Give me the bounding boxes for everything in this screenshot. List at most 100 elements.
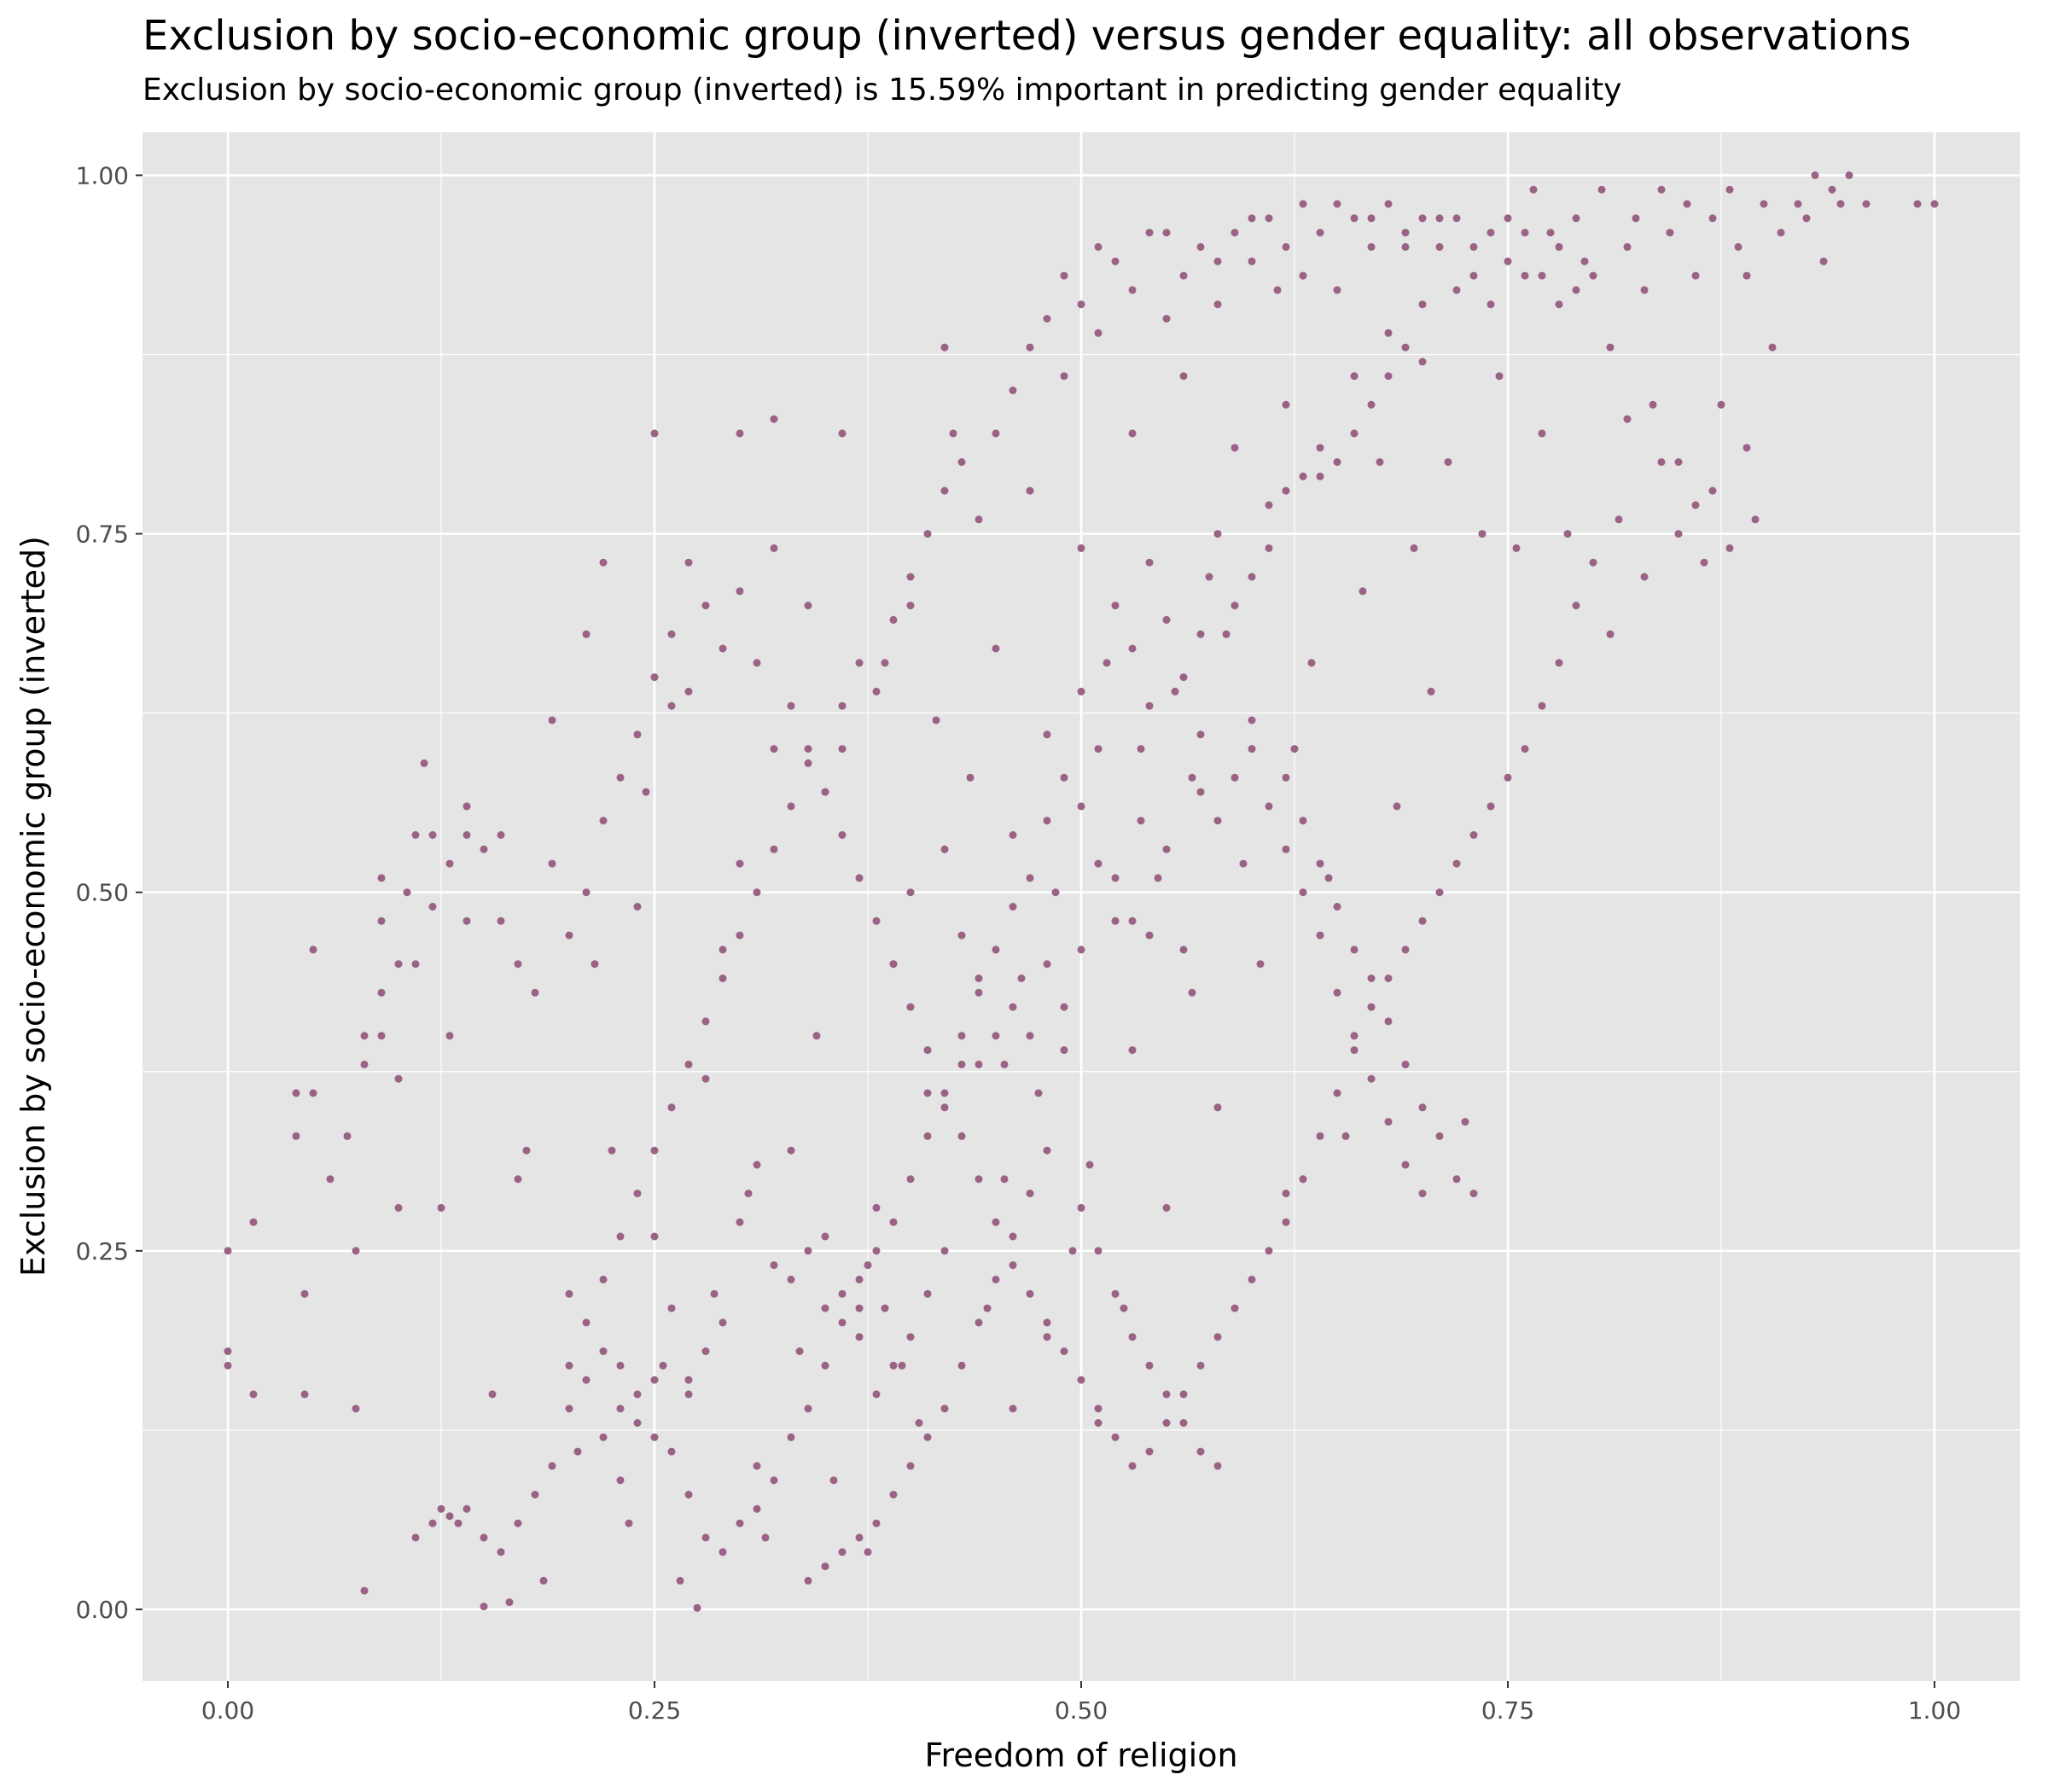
data-point	[360, 1586, 369, 1595]
data-point	[1145, 558, 1154, 567]
data-point	[1145, 1447, 1154, 1456]
data-point	[1111, 874, 1120, 882]
data-point	[1043, 1318, 1051, 1327]
data-point	[1350, 372, 1359, 381]
data-point	[1811, 171, 1819, 179]
data-point	[719, 1548, 727, 1556]
data-point	[1478, 530, 1487, 538]
data-point	[872, 916, 881, 925]
data-point	[1145, 229, 1154, 237]
data-point	[736, 931, 744, 940]
data-point	[957, 1032, 966, 1040]
data-point	[787, 1275, 795, 1283]
data-point	[940, 845, 949, 853]
data-point	[1009, 1405, 1017, 1413]
data-point	[992, 644, 1000, 653]
data-point	[1128, 429, 1137, 438]
data-point	[1350, 214, 1359, 223]
data-point	[1615, 515, 1623, 524]
data-point	[1094, 242, 1103, 251]
data-point	[463, 831, 471, 839]
data-point	[1145, 1361, 1154, 1370]
data-point	[1589, 558, 1597, 567]
data-point	[957, 931, 966, 940]
data-point	[1316, 859, 1324, 868]
data-point	[864, 1548, 872, 1556]
data-point	[1111, 1289, 1120, 1298]
data-point	[1418, 214, 1427, 223]
data-point	[676, 1576, 684, 1585]
data-point	[804, 759, 812, 767]
data-point	[420, 759, 428, 767]
data-point	[1128, 916, 1137, 925]
data-point	[1128, 286, 1137, 294]
data-point	[616, 1361, 625, 1370]
data-point	[1768, 343, 1777, 352]
data-point	[1299, 200, 1307, 208]
data-point	[497, 831, 505, 839]
data-point	[309, 1089, 317, 1097]
y-tick-label: 0.50	[76, 879, 129, 907]
data-point	[1128, 1462, 1137, 1470]
data-point	[1077, 802, 1085, 811]
data-point	[719, 945, 727, 954]
data-point	[1248, 257, 1256, 265]
data-point	[565, 931, 573, 940]
data-point	[1060, 1046, 1068, 1055]
data-point	[744, 1190, 753, 1198]
data-point	[838, 1289, 847, 1298]
data-point	[411, 960, 420, 969]
data-point	[872, 1247, 881, 1255]
data-point	[224, 1347, 232, 1355]
data-point	[736, 1218, 744, 1226]
data-point	[1009, 1003, 1017, 1011]
data-point	[1299, 1175, 1307, 1184]
data-point	[1427, 687, 1435, 695]
data-point	[821, 1562, 829, 1571]
data-point	[1538, 271, 1546, 280]
data-point	[1231, 1304, 1239, 1312]
data-point	[770, 845, 778, 853]
data-point	[1060, 1347, 1068, 1355]
data-point	[1410, 544, 1418, 552]
data-point	[1487, 300, 1495, 309]
data-point	[1009, 831, 1017, 839]
data-point	[625, 1519, 633, 1527]
data-point	[1435, 888, 1444, 897]
data-point	[1196, 730, 1205, 739]
data-point	[1572, 214, 1580, 223]
data-point	[923, 1433, 932, 1441]
data-point	[1555, 659, 1563, 667]
data-point	[1401, 945, 1410, 954]
data-point	[650, 1433, 659, 1441]
data-point	[1350, 1046, 1359, 1055]
data-point	[872, 1390, 881, 1399]
data-point	[855, 1533, 864, 1542]
data-point	[804, 1247, 812, 1255]
data-point	[1316, 1132, 1324, 1140]
data-point	[224, 1361, 232, 1370]
data-point	[667, 1304, 676, 1312]
data-point	[736, 1519, 744, 1527]
data-point	[1469, 1190, 1478, 1198]
data-point	[1538, 701, 1546, 710]
data-point	[701, 1347, 710, 1355]
data-point	[582, 630, 591, 638]
data-point	[1384, 1017, 1393, 1026]
data-point	[1452, 859, 1461, 868]
data-point	[411, 831, 420, 839]
data-point	[377, 1032, 386, 1040]
data-point	[770, 415, 778, 423]
data-point	[889, 615, 898, 624]
data-point	[1231, 229, 1239, 237]
data-point	[1026, 1289, 1034, 1298]
data-point	[1188, 988, 1196, 997]
data-point	[770, 1476, 778, 1485]
data-point	[650, 1232, 659, 1241]
data-point	[787, 1146, 795, 1155]
data-point	[1299, 888, 1307, 897]
data-point	[753, 1504, 761, 1513]
data-point	[821, 1304, 829, 1312]
data-point	[1196, 242, 1205, 251]
data-point	[992, 1032, 1000, 1040]
